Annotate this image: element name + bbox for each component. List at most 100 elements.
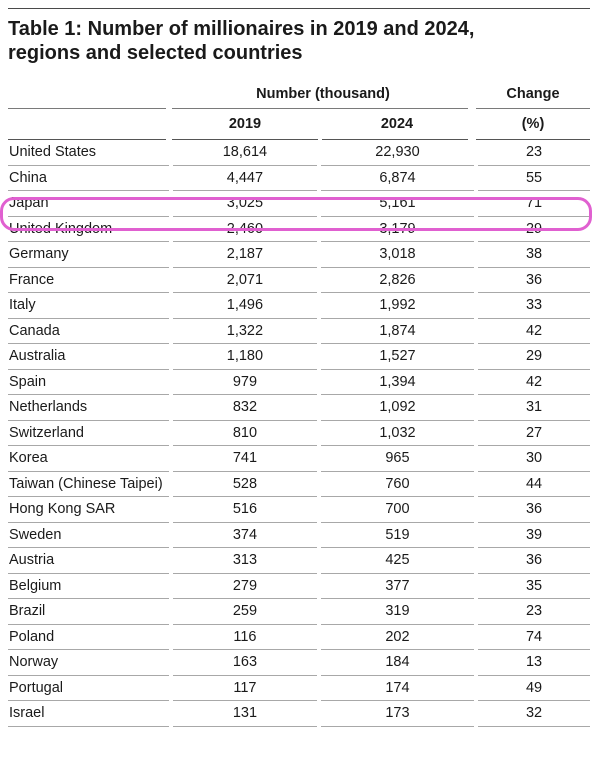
value-2024-cell: 700 (320, 496, 475, 523)
table-row: United Kingdom 2,460 3,179 29 (8, 216, 590, 242)
value-2024-cell: 6,874 (320, 165, 475, 191)
change-cell: 33 (478, 292, 590, 319)
header-rule-change (476, 108, 590, 109)
country-cell: Israel (8, 700, 170, 727)
value-2024-cell: 1,092 (320, 394, 475, 421)
country-cell: Spain (8, 369, 170, 395)
table-row: France 2,071 2,826 36 (8, 267, 590, 293)
change-cell: 30 (478, 445, 590, 472)
country-cell: Switzerland (8, 420, 170, 446)
value-2024-cell: 425 (320, 547, 475, 574)
country-cell: Netherlands (8, 394, 170, 421)
country-cell: Japan (8, 190, 170, 217)
table-row: Germany 2,187 3,018 38 (8, 241, 590, 268)
millionaires-table: United States 18,614 22,930 23 China 4,447 6,8… (8, 140, 590, 727)
change-cell: 36 (478, 496, 590, 523)
table-row: Sweden 374 519 39 (8, 522, 590, 548)
value-2019-cell: 810 (173, 420, 317, 446)
header-percent: (%) (521, 116, 545, 132)
change-cell: 31 (478, 394, 590, 421)
value-2024-cell: 1,394 (320, 369, 475, 395)
value-2019-cell: 832 (173, 394, 317, 421)
table-row: Spain 979 1,394 42 (8, 369, 590, 395)
header-2019: 2019 (228, 116, 262, 132)
value-2019-cell: 1,496 (173, 292, 317, 319)
value-2024-cell: 3,179 (320, 216, 475, 242)
change-cell: 32 (478, 700, 590, 727)
table-row: Austria 313 425 36 (8, 547, 590, 574)
table-row: Switzerland 810 1,032 27 (8, 420, 590, 446)
value-2019-cell: 2,460 (173, 216, 317, 242)
header-bottom-rule-2024 (322, 139, 468, 140)
country-cell: Hong Kong SAR (8, 496, 170, 523)
header-bottom-rule-2019 (172, 139, 318, 140)
table-row: Taiwan (Chinese Taipei) 528 760 44 (8, 471, 590, 497)
country-cell: United States (8, 140, 170, 166)
country-cell: United Kingdom (8, 216, 170, 242)
value-2019-cell: 528 (173, 471, 317, 497)
title-line-2: regions and selected countries (8, 42, 303, 64)
value-2024-cell: 377 (320, 573, 475, 599)
country-cell: Korea (8, 445, 170, 472)
header-change: Change (506, 86, 560, 102)
table-row: Australia 1,180 1,527 29 (8, 343, 590, 370)
country-cell: Italy (8, 292, 170, 319)
value-2024-cell: 519 (320, 522, 475, 548)
change-cell: 29 (478, 216, 590, 242)
header-bottom-rule-change (476, 139, 590, 140)
country-cell: Canada (8, 318, 170, 344)
country-cell: Australia (8, 343, 170, 370)
header-number-thousand: Number (thousand) (256, 86, 390, 102)
change-cell: 23 (478, 598, 590, 625)
value-2019-cell: 116 (173, 624, 317, 650)
table-row: Belgium 279 377 35 (8, 573, 590, 599)
table-title: Table 1: Number of millionaires in 2019 … (8, 17, 588, 65)
value-2019-cell: 2,071 (173, 267, 317, 293)
country-cell: Portugal (8, 675, 170, 701)
table-row: Norway 163 184 13 (8, 649, 590, 676)
table-row: Hong Kong SAR 516 700 36 (8, 496, 590, 523)
value-2019-cell: 1,322 (173, 318, 317, 344)
country-cell: Sweden (8, 522, 170, 548)
value-2024-cell: 174 (320, 675, 475, 701)
table-row: Israel 131 173 32 (8, 700, 590, 727)
country-cell: Germany (8, 241, 170, 268)
country-cell: China (8, 165, 170, 191)
change-cell: 35 (478, 573, 590, 599)
top-rule (8, 8, 590, 9)
value-2024-cell: 965 (320, 445, 475, 472)
table-row: Canada 1,322 1,874 42 (8, 318, 590, 344)
value-2024-cell: 5,161 (320, 190, 475, 217)
table-row: Japan 3,025 5,161 71 (8, 190, 590, 217)
value-2024-cell: 173 (320, 700, 475, 727)
table-row: United States 18,614 22,930 23 (8, 140, 590, 166)
header-rule-country (8, 108, 166, 109)
table-row: Portugal 117 174 49 (8, 675, 590, 701)
country-cell: Poland (8, 624, 170, 650)
change-cell: 36 (478, 267, 590, 293)
change-cell: 49 (478, 675, 590, 701)
value-2019-cell: 279 (173, 573, 317, 599)
table-row: Korea 741 965 30 (8, 445, 590, 472)
value-2024-cell: 1,874 (320, 318, 475, 344)
value-2024-cell: 760 (320, 471, 475, 497)
change-cell: 71 (478, 190, 590, 217)
change-cell: 23 (478, 140, 590, 166)
value-2024-cell: 22,930 (320, 140, 475, 166)
change-cell: 44 (478, 471, 590, 497)
value-2019-cell: 117 (173, 675, 317, 701)
value-2024-cell: 202 (320, 624, 475, 650)
country-cell: Austria (8, 547, 170, 574)
value-2019-cell: 374 (173, 522, 317, 548)
table-row: Netherlands 832 1,092 31 (8, 394, 590, 421)
table-body: United States 18,614 22,930 23 China 4,447 6,8… (8, 140, 590, 727)
country-cell: Taiwan (Chinese Taipei) (8, 471, 170, 497)
value-2024-cell: 2,826 (320, 267, 475, 293)
header-bottom-rule-country (8, 139, 166, 140)
value-2019-cell: 163 (173, 649, 317, 676)
value-2024-cell: 3,018 (320, 241, 475, 268)
value-2024-cell: 319 (320, 598, 475, 625)
country-cell: France (8, 267, 170, 293)
value-2019-cell: 313 (173, 547, 317, 574)
title-line-1: Table 1: Number of millionaires in 2019 … (8, 18, 475, 40)
